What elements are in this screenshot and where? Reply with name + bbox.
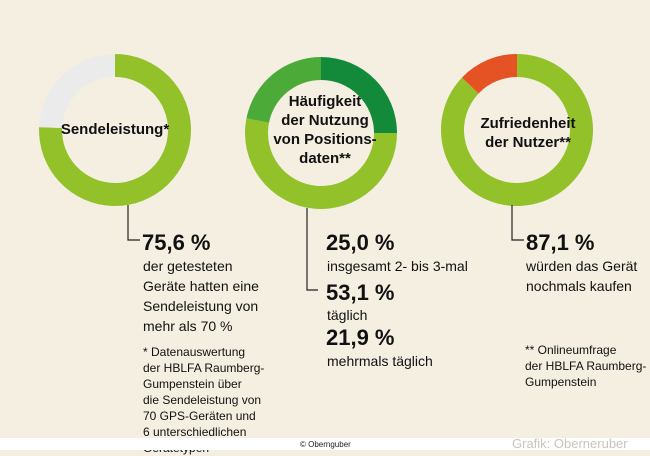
connector-lines	[127, 205, 524, 291]
value-zufriedenheit: 87,1 %	[526, 230, 595, 255]
donut-2-slice-1	[461, 54, 517, 94]
value-2-3-mal: 25,0 %	[326, 230, 395, 255]
footer-bar	[0, 438, 650, 450]
donut-zufriedenheit	[441, 54, 593, 207]
footnote-onlineumfrage: ** Onlineumfrage der HBLFA Raumberg- Gum…	[525, 343, 647, 389]
donut-1-slice-0	[321, 57, 397, 133]
chart-title-nutzung: Häufigkeit der Nutzung von Positions- da…	[273, 93, 377, 167]
copyright: © Obernguber	[300, 440, 351, 449]
donut-0-slice-1	[39, 54, 115, 129]
donut-2-slice-0	[441, 54, 593, 207]
desc-2-3-mal: insgesamt 2- bis 3-mal	[327, 258, 468, 274]
donut-nutzung	[245, 57, 397, 209]
value-mehrmals-taeglich: 21,9 %	[326, 325, 395, 350]
footnote-datenauswertung: * Datenauswertung der HBLFA Raumberg- Gu…	[143, 345, 265, 455]
desc-zufriedenheit: würden das Gerät nochmals kaufen	[526, 258, 638, 294]
connector-line-3	[511, 205, 524, 241]
donut-sendeleistung	[39, 54, 191, 206]
desc-taeglich: täglich	[327, 307, 368, 323]
donut-1-slice-2	[246, 57, 321, 123]
chart-title-zufriedenheit: Zufriedenheit der Nutzer**	[480, 115, 576, 151]
desc-mehrmals-taeglich: mehrmals täglich	[327, 353, 433, 369]
donut-0-slice-0	[39, 54, 191, 206]
connector-line-1	[127, 205, 140, 241]
value-sendeleistung: 75,6 %	[142, 230, 211, 255]
desc-sendeleistung: der getesteten Geräte hatten eine Sendel…	[143, 258, 259, 334]
donut-1-slice-1	[245, 118, 397, 209]
value-taeglich: 53,1 %	[326, 280, 395, 305]
connector-line-2	[306, 208, 318, 291]
graphic-credit: Grafik: Oberneruber	[512, 436, 628, 451]
chart-title-sendeleistung: Sendeleistung*	[60, 121, 170, 138]
